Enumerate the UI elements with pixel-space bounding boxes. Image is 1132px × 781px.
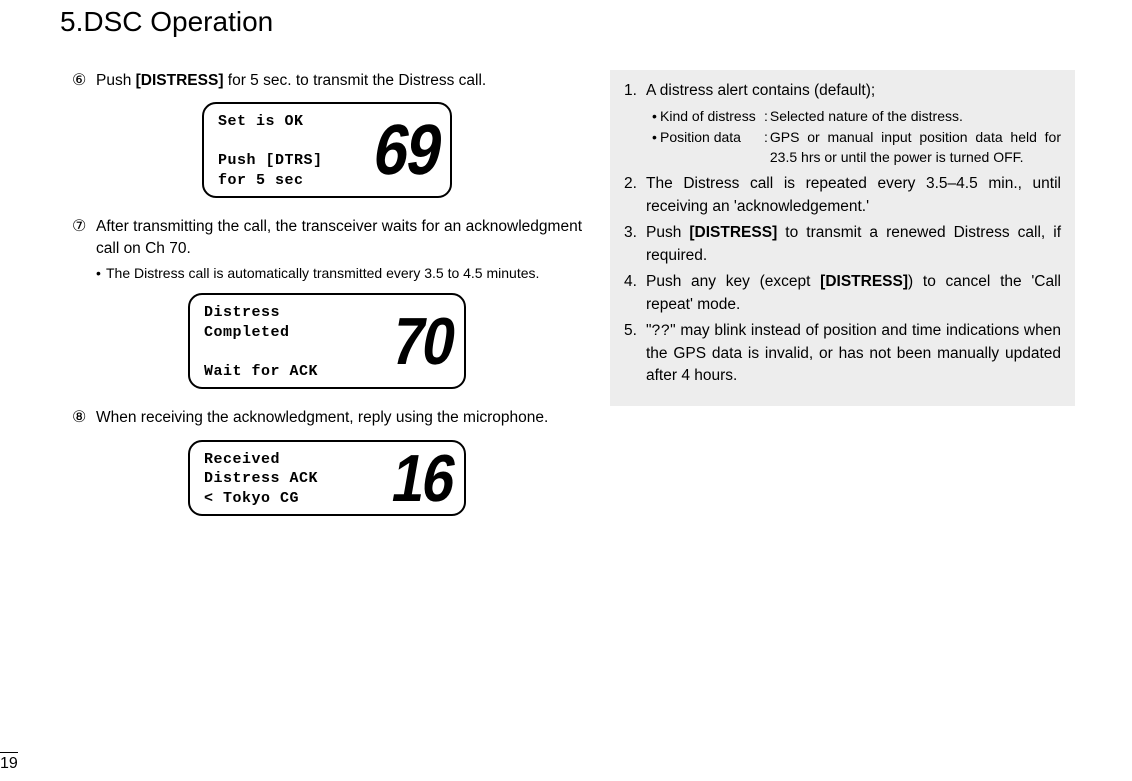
lcd-display-3: Received Distress ACK < Tokyo CG 16 <box>188 440 466 517</box>
colon: : <box>762 127 770 168</box>
lcd1-line4: for 5 sec <box>218 172 304 189</box>
colon: : <box>762 106 770 126</box>
info-item-5: 5. "??" may blink instead of position an… <box>624 320 1061 387</box>
info-1-sub1-label: Kind of distress <box>660 106 762 126</box>
info-4-text: Push any key (except [DISTRESS]) to canc… <box>646 271 1061 316</box>
lcd-2-text: Distress Completed Wait for ACK <box>204 303 318 381</box>
bullet-dot: • <box>652 127 660 168</box>
step-6-text: Push [DISTRESS] for 5 sec. to transmit t… <box>96 70 582 92</box>
bullet-dot: • <box>96 264 106 284</box>
info-1-sub2-label: Position data <box>660 127 762 168</box>
info-item-1: 1. A distress alert contains (default); <box>624 80 1061 102</box>
step-8-marker: ⑧ <box>72 407 96 429</box>
content-wrapper: ⑥ Push [DISTRESS] for 5 sec. to transmit… <box>72 70 1122 534</box>
info-5-post: " may blink instead of position and time… <box>646 322 1061 384</box>
page-number: 19 <box>0 752 18 773</box>
lcd2-line4: Wait for ACK <box>204 363 318 380</box>
lcd1-line3: Push [DTRS] <box>218 152 323 169</box>
step-7: ⑦ After transmitting the call, the trans… <box>72 216 582 259</box>
lcd-2-channel: 70 <box>388 309 460 376</box>
info-1-sub2: • Position data : GPS or manual input po… <box>652 127 1061 168</box>
step-8-text: When receiving the acknowledgment, reply… <box>96 407 582 429</box>
bullet-dot: • <box>652 106 660 126</box>
lcd-1-text: Set is OK Push [DTRS] for 5 sec <box>218 112 323 190</box>
info-1-sub1: • Kind of distress : Selected nature of … <box>652 106 1061 126</box>
info-1-sub1-desc: Selected nature of the distress. <box>770 106 1061 126</box>
page-title: 5.DSC Operation <box>60 6 1122 38</box>
lcd1-line1: Set is OK <box>218 113 304 130</box>
lcd3-line3: < Tokyo CG <box>204 490 299 507</box>
info-3-num: 3. <box>624 222 646 267</box>
step-6-marker: ⑥ <box>72 70 96 92</box>
lcd-3-channel: 16 <box>388 446 460 513</box>
distress-key: [DISTRESS] <box>136 72 224 89</box>
distress-key: [DISTRESS] <box>820 273 908 290</box>
info-5-text: "??" may blink instead of position and t… <box>646 320 1061 387</box>
info-1-num: 1. <box>624 80 646 102</box>
lcd2-line2: Completed <box>204 324 290 341</box>
step-7-sub: • The Distress call is automatically tra… <box>96 264 582 284</box>
info-item-2: 2. The Distress call is repeated every 3… <box>624 173 1061 218</box>
lcd-3-text: Received Distress ACK < Tokyo CG <box>204 450 318 509</box>
step-6-post: for 5 sec. to transmit the Distress call… <box>223 72 486 89</box>
info-2-text: The Distress call is repeated every 3.5–… <box>646 173 1061 218</box>
lcd-1-channel: 69 <box>369 116 447 187</box>
step-8: ⑧ When receiving the acknowledgment, rep… <box>72 407 582 429</box>
info-3-text: Push [DISTRESS] to transmit a renewed Di… <box>646 222 1061 267</box>
step-6: ⑥ Push [DISTRESS] for 5 sec. to transmit… <box>72 70 582 92</box>
info-1-sub2-desc: GPS or manual input position data held f… <box>770 127 1061 168</box>
info-item-4: 4. Push any key (except [DISTRESS]) to c… <box>624 271 1061 316</box>
info-5-num: 5. <box>624 320 646 387</box>
info-1-text: A distress alert contains (default); <box>646 80 1061 102</box>
info-3-pre: Push <box>646 224 689 241</box>
info-2-num: 2. <box>624 173 646 218</box>
lcd-display-2: Distress Completed Wait for ACK 70 <box>188 293 466 389</box>
info-4-pre: Push any key (except <box>646 273 820 290</box>
distress-key: [DISTRESS] <box>689 224 777 241</box>
lcd3-line1: Received <box>204 451 280 468</box>
lcd2-line1: Distress <box>204 304 280 321</box>
lcd3-line2: Distress ACK <box>204 470 318 487</box>
step-6-pre: Push <box>96 72 136 89</box>
left-column: ⑥ Push [DISTRESS] for 5 sec. to transmit… <box>72 70 582 534</box>
step-7-sub-text: The Distress call is automatically trans… <box>106 264 582 284</box>
info-4-num: 4. <box>624 271 646 316</box>
step-7-marker: ⑦ <box>72 216 96 259</box>
qmark: ?? <box>652 322 671 340</box>
info-item-3: 3. Push [DISTRESS] to transmit a renewed… <box>624 222 1061 267</box>
info-box: 1. A distress alert contains (default); … <box>610 70 1075 406</box>
lcd-display-1: Set is OK Push [DTRS] for 5 sec 69 <box>202 102 452 198</box>
step-7-text: After transmitting the call, the transce… <box>96 216 582 259</box>
